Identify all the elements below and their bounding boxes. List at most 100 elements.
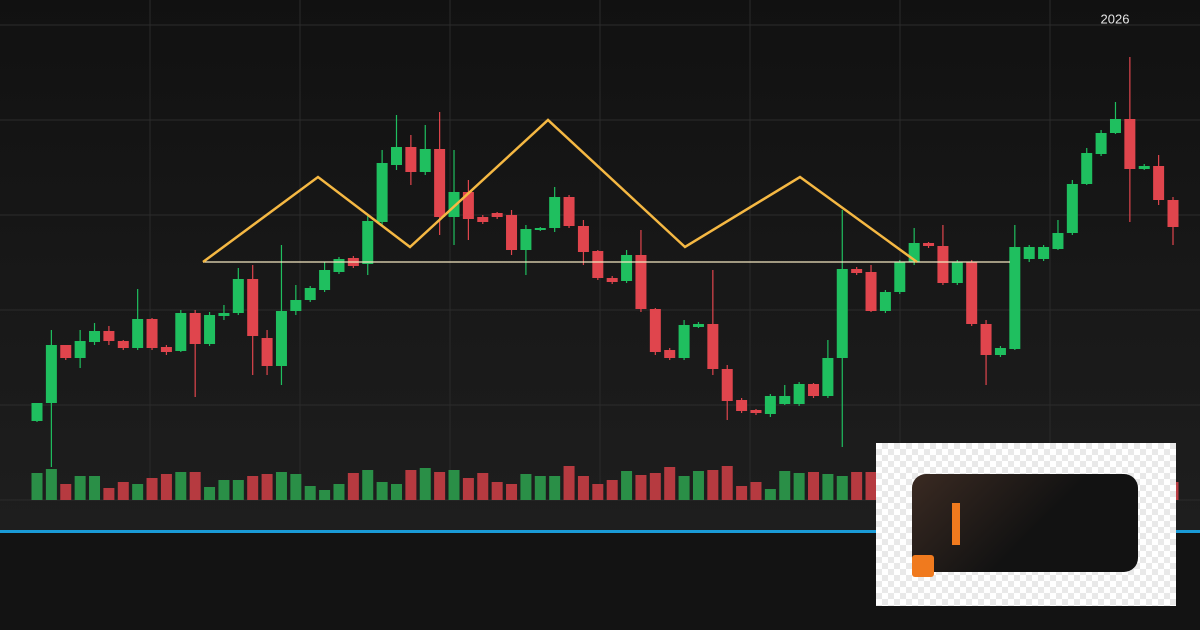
candles xyxy=(31,57,1179,467)
volume-bar xyxy=(117,482,129,500)
volume-bar xyxy=(851,472,863,500)
candle-body xyxy=(204,315,216,344)
candle-body xyxy=(232,279,244,313)
logo-card xyxy=(912,474,1138,577)
candle-body xyxy=(851,269,863,273)
volume-bar xyxy=(232,480,244,500)
candle-body xyxy=(736,400,748,411)
candle-body xyxy=(836,269,848,358)
volume-bar xyxy=(175,472,187,500)
candle-body xyxy=(477,217,489,222)
volume-bar xyxy=(563,466,575,500)
candle-body xyxy=(635,255,647,309)
candle-body xyxy=(160,347,172,352)
logo-badge xyxy=(912,555,934,577)
logo xyxy=(876,443,1176,606)
candle-body xyxy=(966,262,978,324)
candle-body xyxy=(419,149,431,172)
volume-bar xyxy=(132,484,144,500)
volume-bar xyxy=(448,470,460,500)
candle-body xyxy=(980,324,992,355)
volume-bar xyxy=(275,472,287,500)
volume-bar xyxy=(376,482,388,500)
volume-bar xyxy=(160,474,172,500)
candle-body xyxy=(951,262,963,283)
candle-body xyxy=(721,369,733,401)
volume-bar xyxy=(218,480,230,500)
volume-bar xyxy=(45,469,57,500)
volume-bar xyxy=(419,468,431,500)
candle-body xyxy=(894,262,906,292)
volume-bar xyxy=(549,476,561,500)
candle-body xyxy=(764,396,776,414)
volume-bar xyxy=(261,474,273,500)
candle-body xyxy=(1109,119,1121,133)
candle-body xyxy=(319,270,331,290)
volume-bar xyxy=(793,473,805,500)
candle-body xyxy=(1153,166,1165,200)
candle-body xyxy=(304,288,316,300)
candle-body xyxy=(865,272,877,311)
candle-body xyxy=(261,338,273,366)
candle-body xyxy=(592,251,604,278)
candle-body xyxy=(577,226,589,252)
candle-body xyxy=(189,313,201,344)
candle-body xyxy=(621,255,633,281)
volume-bar xyxy=(764,489,776,500)
candle-body xyxy=(606,278,618,282)
candle-body xyxy=(1081,153,1093,184)
candle-body xyxy=(707,324,719,369)
candle-body xyxy=(405,147,417,172)
volume-bar xyxy=(635,475,647,500)
candle-body xyxy=(750,410,762,413)
volume-bar xyxy=(592,484,604,500)
candle-body xyxy=(879,292,891,311)
candle-body xyxy=(362,221,374,264)
volume-bar xyxy=(462,478,474,500)
candle-body xyxy=(434,149,446,217)
candle-body xyxy=(60,345,72,358)
volume-bar xyxy=(319,490,331,500)
candle-body xyxy=(664,350,676,358)
volume-bar xyxy=(836,476,848,500)
candle-body xyxy=(937,246,949,283)
candle-body xyxy=(1167,200,1179,227)
volume-bar xyxy=(779,471,791,500)
volume-bar xyxy=(736,486,748,500)
volume-bar xyxy=(103,488,115,500)
candle-body xyxy=(31,403,43,421)
volume-bar xyxy=(621,471,633,500)
candle-body xyxy=(1138,166,1150,169)
candle-body xyxy=(563,197,575,226)
logo-bar xyxy=(952,503,960,545)
candle-body xyxy=(793,384,805,404)
candle-body xyxy=(132,319,144,348)
candle-body xyxy=(1066,184,1078,233)
volume-bar xyxy=(664,467,676,500)
candle-body xyxy=(462,192,474,219)
candle-body xyxy=(89,331,101,342)
volume-bar xyxy=(31,473,43,500)
volume-bar xyxy=(146,478,158,500)
volume-bar xyxy=(692,471,704,500)
candle-body xyxy=(448,192,460,217)
candle-body xyxy=(74,341,86,358)
volume-bar xyxy=(808,472,820,500)
candle-body xyxy=(808,384,820,396)
candle-body xyxy=(678,325,690,358)
volume-bar xyxy=(678,476,690,500)
volume-bar xyxy=(520,474,532,500)
year-label: 2026 xyxy=(1101,11,1130,26)
candle-body xyxy=(994,348,1006,355)
candle-body xyxy=(290,300,302,311)
candle-body xyxy=(649,309,661,352)
volume-bar xyxy=(189,472,201,500)
volume-bar xyxy=(707,470,719,500)
candle-body xyxy=(506,215,518,250)
volume-bar xyxy=(434,472,446,500)
volume-bar xyxy=(204,487,216,500)
candle-body xyxy=(117,341,129,348)
volume-bar xyxy=(347,473,359,500)
candle-body xyxy=(923,243,935,246)
